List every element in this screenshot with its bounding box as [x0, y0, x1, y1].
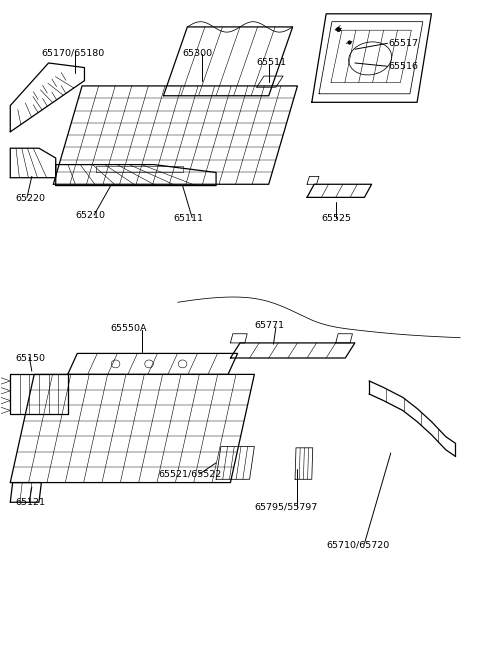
Text: 65517: 65517 — [388, 39, 419, 48]
Text: 65521/65522: 65521/65522 — [158, 470, 222, 478]
Text: 65111: 65111 — [173, 214, 203, 223]
Text: 65771: 65771 — [254, 321, 284, 330]
Text: 65795/55797: 65795/55797 — [254, 503, 318, 511]
Text: 65525: 65525 — [322, 214, 351, 223]
Text: 65210: 65210 — [75, 212, 105, 220]
Text: 65150: 65150 — [15, 353, 45, 363]
Text: 65550A: 65550A — [111, 324, 147, 333]
Text: 65121: 65121 — [15, 498, 45, 507]
Text: 65710/65720: 65710/65720 — [326, 540, 389, 549]
Text: 65170/65180: 65170/65180 — [41, 49, 105, 58]
Text: 65220: 65220 — [15, 194, 45, 203]
Text: 65516: 65516 — [388, 62, 419, 71]
Text: 65300: 65300 — [182, 49, 213, 58]
Text: 65511: 65511 — [257, 58, 287, 68]
